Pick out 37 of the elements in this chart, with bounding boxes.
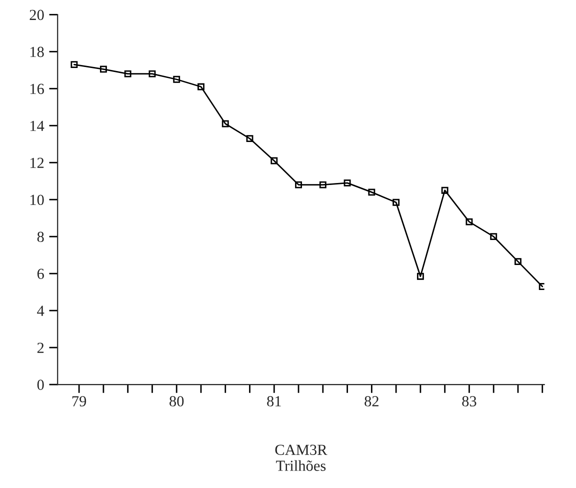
point <box>319 181 326 188</box>
y-tick-label: 20 <box>30 10 44 20</box>
point <box>100 66 107 73</box>
y-tick-label: 12 <box>30 158 44 168</box>
x-tick-label: 79 <box>72 396 86 406</box>
point <box>222 120 229 128</box>
point <box>198 83 204 90</box>
y-tick-label: 16 <box>30 84 44 94</box>
point <box>148 70 156 78</box>
y-tick-label: 10 <box>30 194 44 206</box>
y-tick-label: 2 <box>37 342 44 353</box>
x-tick-label: 83 <box>462 396 476 406</box>
point <box>173 76 180 83</box>
point <box>295 181 302 188</box>
point <box>344 179 351 186</box>
x-axis-title: CAM3R Trilhões <box>275 444 328 471</box>
point <box>416 272 424 280</box>
y-tick-label: 6 <box>37 268 44 280</box>
point <box>368 188 376 196</box>
x-tick-label: 82 <box>364 396 378 406</box>
x-tick-label: 80 <box>170 396 184 406</box>
point <box>246 135 254 142</box>
point <box>392 198 400 206</box>
point <box>124 70 132 78</box>
point <box>466 218 473 226</box>
point <box>441 186 448 194</box>
y-tick-label: 14 <box>30 120 44 131</box>
point <box>490 233 498 240</box>
point <box>514 258 522 266</box>
x-tick-label: 81 <box>267 396 281 406</box>
point <box>270 157 278 164</box>
point <box>70 61 78 68</box>
y-tick-label: 0 <box>37 380 44 390</box>
y-tick-label: 8 <box>37 232 44 242</box>
y-tick-label: 18 <box>30 46 44 58</box>
point <box>538 283 544 290</box>
y-tick-label: 4 <box>37 306 44 316</box>
